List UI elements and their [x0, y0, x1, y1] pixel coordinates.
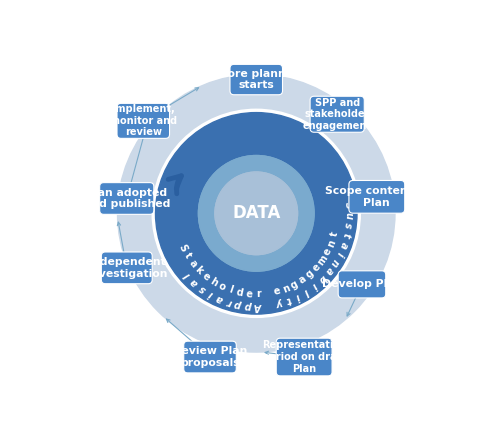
FancyBboxPatch shape — [310, 96, 364, 132]
FancyBboxPatch shape — [276, 338, 332, 376]
Text: e: e — [311, 261, 322, 273]
Text: Plan adopted
and published: Plan adopted and published — [84, 187, 170, 209]
Text: g: g — [289, 278, 300, 290]
Circle shape — [198, 156, 314, 271]
Circle shape — [215, 172, 298, 255]
Text: t: t — [182, 251, 193, 260]
Text: m: m — [316, 253, 330, 267]
FancyBboxPatch shape — [117, 103, 170, 139]
FancyBboxPatch shape — [184, 341, 236, 373]
Text: n: n — [326, 238, 338, 248]
FancyBboxPatch shape — [100, 183, 154, 214]
FancyBboxPatch shape — [230, 64, 282, 95]
Text: s: s — [197, 283, 207, 294]
Text: i: i — [207, 289, 215, 299]
Text: t: t — [284, 295, 292, 305]
Text: SPP and
stakeholder
engagement: SPP and stakeholder engagement — [302, 98, 372, 131]
Text: y: y — [274, 297, 283, 308]
Text: e: e — [272, 286, 281, 297]
Text: DATA: DATA — [232, 204, 280, 222]
Text: g: g — [304, 268, 316, 280]
Text: n: n — [328, 257, 340, 269]
Text: a: a — [297, 274, 308, 286]
Text: s: s — [342, 222, 353, 229]
Text: Before planning
starts: Before planning starts — [208, 69, 305, 91]
Text: t: t — [340, 232, 351, 239]
Text: l: l — [182, 271, 192, 280]
Text: e: e — [322, 247, 334, 257]
Circle shape — [215, 172, 298, 255]
Text: e: e — [200, 271, 212, 283]
Text: a: a — [338, 240, 349, 250]
Text: Representation
period on draft
Plan: Representation period on draft Plan — [262, 341, 346, 374]
Text: r: r — [226, 296, 233, 307]
Text: Scope content of
Plan: Scope content of Plan — [325, 186, 429, 208]
Text: Develop Plan: Develop Plan — [322, 279, 402, 290]
Text: a: a — [322, 265, 334, 277]
Text: u: u — [344, 211, 354, 219]
Circle shape — [118, 75, 395, 352]
Text: o: o — [217, 281, 227, 293]
Circle shape — [198, 156, 314, 271]
Text: S: S — [343, 201, 353, 209]
FancyBboxPatch shape — [349, 181, 405, 213]
Text: l: l — [302, 286, 310, 296]
Text: b: b — [316, 272, 328, 284]
Text: i: i — [310, 280, 319, 290]
Text: t: t — [329, 231, 340, 238]
Text: p: p — [234, 299, 244, 310]
FancyBboxPatch shape — [338, 271, 386, 298]
Text: Review Plan
proposals: Review Plan proposals — [173, 346, 247, 368]
Text: a: a — [187, 258, 198, 269]
Text: i: i — [294, 291, 302, 301]
Text: h: h — [208, 276, 220, 288]
Text: l: l — [228, 285, 234, 296]
Text: A: A — [255, 301, 263, 311]
Text: p: p — [245, 300, 253, 311]
Text: n: n — [281, 283, 291, 294]
Text: d: d — [236, 287, 244, 298]
Text: r: r — [256, 289, 261, 299]
Text: a: a — [189, 276, 200, 288]
Text: k: k — [193, 265, 205, 276]
Text: Implement,
monitor and
review: Implement, monitor and review — [110, 104, 177, 137]
Text: Independent
Investigation: Independent Investigation — [86, 257, 167, 279]
Circle shape — [156, 112, 357, 314]
Text: i: i — [334, 250, 344, 258]
Circle shape — [152, 109, 360, 317]
Text: e: e — [246, 289, 253, 299]
Text: S: S — [177, 242, 189, 253]
FancyBboxPatch shape — [102, 252, 152, 284]
Text: a: a — [215, 293, 225, 304]
